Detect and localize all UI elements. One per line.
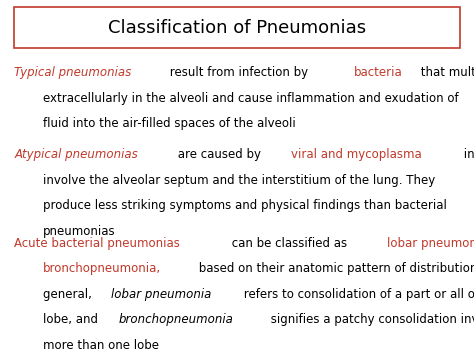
Text: extracellularly in the alveoli and cause inflammation and exudation of: extracellularly in the alveoli and cause… [43, 92, 458, 105]
Text: more than one lobe: more than one lobe [43, 339, 159, 352]
Text: can be classified as: can be classified as [228, 237, 351, 250]
Text: Typical pneumonias: Typical pneumonias [14, 66, 131, 79]
Text: involve the alveolar septum and the interstitium of the lung. They: involve the alveolar septum and the inte… [43, 174, 435, 186]
Text: Acute bacterial pneumonias: Acute bacterial pneumonias [14, 237, 180, 250]
Text: infections that: infections that [460, 148, 474, 161]
Text: produce less striking symptoms and physical findings than bacterial: produce less striking symptoms and physi… [43, 199, 447, 212]
Text: Classification of Pneumonias: Classification of Pneumonias [108, 18, 366, 37]
Text: pneumonias: pneumonias [43, 225, 115, 237]
Text: based on their anatomic pattern of distribution In: based on their anatomic pattern of distr… [195, 262, 474, 275]
Text: lobar pneumonia: lobar pneumonia [110, 288, 211, 301]
Text: lobe, and: lobe, and [43, 313, 101, 326]
Text: bronchopneumonia,: bronchopneumonia, [43, 262, 161, 275]
Text: lobar pneumonia: lobar pneumonia [387, 237, 474, 250]
Text: fluid into the air-filled spaces of the alveoli: fluid into the air-filled spaces of the … [43, 118, 295, 130]
Text: refers to consolidation of a part or all of a lung: refers to consolidation of a part or all… [240, 288, 474, 301]
Text: viral and mycoplasma: viral and mycoplasma [291, 148, 422, 161]
FancyBboxPatch shape [14, 7, 460, 48]
Text: signifies a patchy consolidation involving: signifies a patchy consolidation involvi… [267, 313, 474, 326]
Text: bronchopneumonia: bronchopneumonia [118, 313, 233, 326]
Text: result from infection by: result from infection by [165, 66, 311, 79]
Text: Atypical pneumonias: Atypical pneumonias [14, 148, 138, 161]
Text: bacteria: bacteria [354, 66, 402, 79]
Text: are caused by: are caused by [174, 148, 264, 161]
Text: that multiply: that multiply [417, 66, 474, 79]
Text: general,: general, [43, 288, 95, 301]
